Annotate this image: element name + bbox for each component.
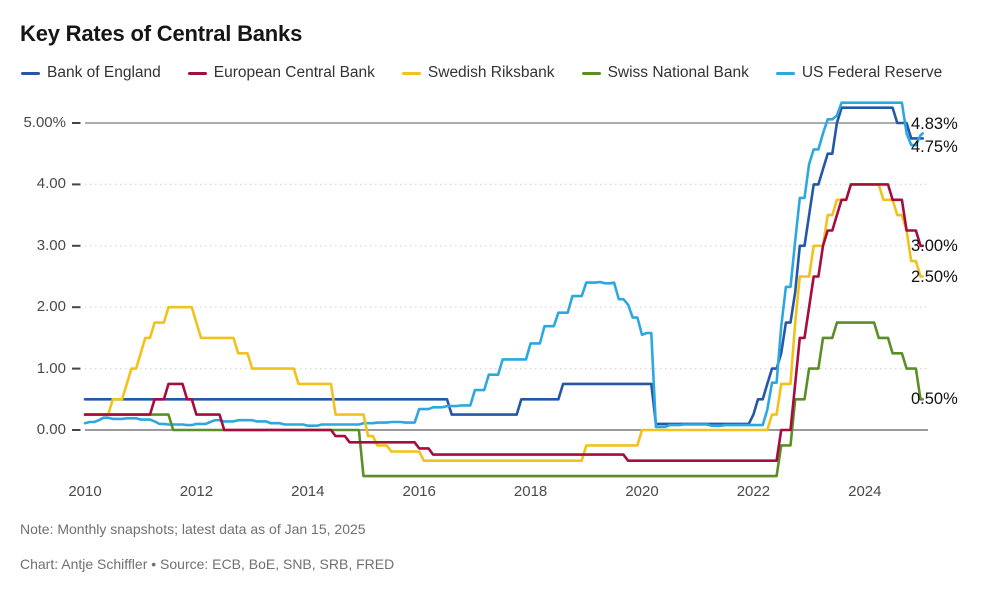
legend-label: US Federal Reserve <box>801 64 943 81</box>
legend-label: Swiss National Bank <box>607 64 749 81</box>
x-axis-label: 2010 <box>68 483 102 500</box>
x-axis-label: 2024 <box>848 483 882 500</box>
end-label-4.75: 4.75% <box>911 138 958 157</box>
x-axis-label: 2014 <box>291 483 325 500</box>
end-label-2.50: 2.50% <box>911 267 958 286</box>
end-label-4.83: 4.83% <box>911 115 958 134</box>
chart-credit: Chart: Antje Schiffler • Source: ECB, Bo… <box>20 556 395 572</box>
chart-note: Note: Monthly snapshots; latest data as … <box>20 521 366 537</box>
series-line-european-central-bank <box>83 183 924 462</box>
legend-item-us-federal-reserve: US Federal Reserve <box>775 64 943 82</box>
x-axis-label: 2012 <box>179 483 214 500</box>
legend-item-swiss-national-bank: Swiss National Bank <box>581 64 749 82</box>
y-axis-label: 5.00% <box>23 114 66 131</box>
legend-swatch-icon <box>581 71 601 75</box>
legend-item-swedish-riksbank: Swedish Riksbank <box>401 64 555 82</box>
x-axis-label: 2022 <box>736 483 771 500</box>
x-axis-label: 2016 <box>402 483 436 500</box>
x-axis-label: 2020 <box>625 483 659 500</box>
legend-label: Swedish Riksbank <box>427 64 555 81</box>
end-label-3.00: 3.00% <box>911 236 958 255</box>
y-axis-label: 2.00 <box>36 298 66 316</box>
series-line-us-federal-reserve <box>83 101 924 429</box>
y-axis-label: 4.00 <box>36 175 66 193</box>
legend-swatch-icon <box>187 71 207 75</box>
x-axis-label: 2018 <box>513 483 548 500</box>
legend-swatch-icon <box>21 71 40 75</box>
y-axis-label: 1.00 <box>36 359 66 377</box>
legend-item-bank-of-england: Bank of England <box>21 64 161 82</box>
legend-label: Bank of England <box>47 64 161 81</box>
legend-item-european-central-bank: European Central Bank <box>187 64 375 82</box>
end-label-0.50: 0.50% <box>911 390 958 409</box>
series-line-swedish-riksbank <box>83 183 924 462</box>
legend: Bank of England European Central Bank Sw… <box>21 64 942 82</box>
legend-label: European Central Bank <box>213 64 375 81</box>
y-axis-label: 3.00 <box>36 236 66 254</box>
page-title: Key Rates of Central Banks <box>20 20 303 46</box>
series-line-bank-of-england <box>83 106 924 426</box>
legend-swatch-icon <box>775 71 795 75</box>
legend-swatch-icon <box>401 71 421 75</box>
y-axis-label: 0.00 <box>36 421 66 438</box>
